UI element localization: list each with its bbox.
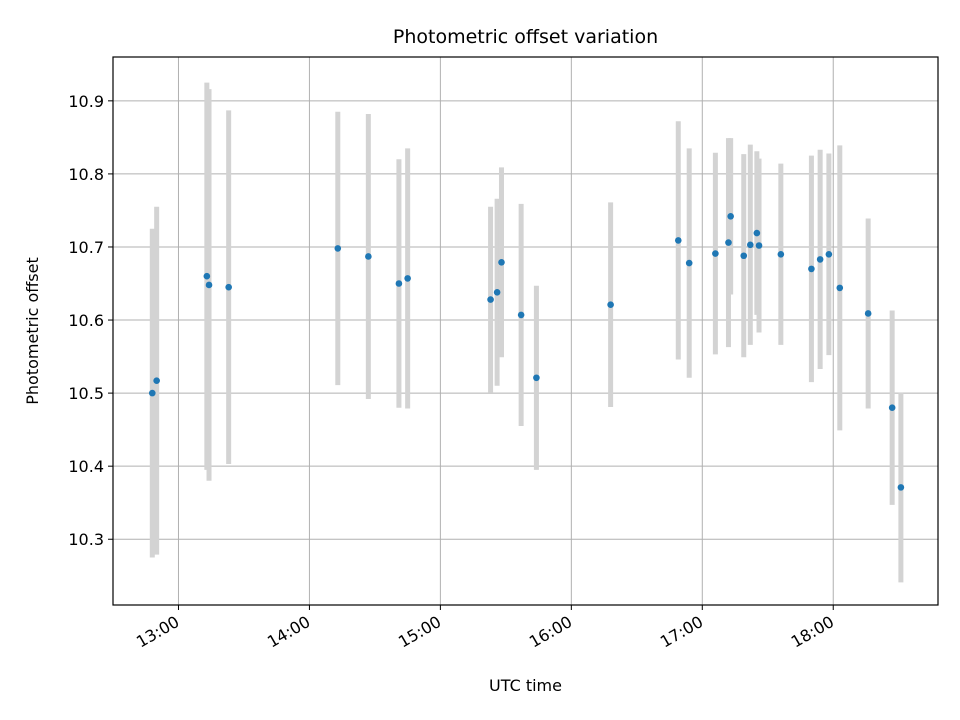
data-point (747, 241, 754, 249)
data-point (404, 275, 411, 282)
x-tick-label: 17:00 (657, 612, 706, 652)
data-point (897, 484, 905, 491)
data-point (365, 253, 372, 260)
y-tick-label: 10.7 (68, 238, 104, 257)
plot-frame (112, 56, 939, 606)
y-tick-label: 10.8 (68, 165, 104, 184)
data-point (727, 212, 734, 220)
x-tick-label: 13:00 (133, 612, 182, 652)
error-bars (149, 82, 904, 583)
x-tick-label: 16:00 (526, 612, 575, 652)
data-point (487, 296, 494, 303)
data-point (395, 280, 403, 287)
data-point (203, 272, 211, 280)
grid (113, 57, 938, 605)
data-point (753, 229, 761, 237)
data-point (755, 242, 763, 249)
y-tick-label: 10.5 (68, 384, 104, 403)
data-point (836, 284, 844, 292)
data-point (740, 252, 748, 260)
data-point (777, 250, 785, 258)
chart-title: Photometric offset variation (393, 26, 658, 48)
data-point (808, 265, 815, 273)
data-point (864, 310, 872, 317)
markers (148, 212, 905, 491)
data-point (153, 377, 160, 384)
data-point (888, 404, 896, 412)
y-axis-ticks: 10.3 10.4 10.5 10.6 10.7 10.8 10.9 (68, 92, 113, 549)
data-point (816, 256, 824, 263)
data-point (607, 301, 614, 308)
y-tick-label: 10.4 (68, 457, 104, 476)
data-point (205, 281, 213, 289)
data-point (725, 239, 732, 246)
x-tick-label: 18:00 (788, 612, 837, 652)
data-point (533, 374, 540, 382)
data-point (517, 311, 525, 319)
data-point (712, 250, 719, 257)
y-tick-label: 10.6 (68, 311, 104, 330)
x-tick-label: 14:00 (264, 612, 313, 652)
data-point (225, 283, 232, 291)
data-point (674, 237, 682, 244)
y-axis-label: Photometric offset (23, 257, 42, 405)
x-axis-ticks: 13:00 14:00 15:00 16:00 17:00 18:00 (133, 605, 837, 652)
data-point (334, 245, 342, 252)
y-tick-label: 10.9 (68, 92, 104, 111)
x-tick-label: 15:00 (395, 612, 444, 652)
data-point (825, 250, 833, 258)
data-point (685, 259, 693, 267)
data-point (498, 259, 505, 266)
y-tick-label: 10.3 (68, 530, 104, 549)
data-point (493, 288, 501, 296)
data-point (148, 389, 156, 397)
x-axis-label: UTC time (489, 676, 562, 695)
